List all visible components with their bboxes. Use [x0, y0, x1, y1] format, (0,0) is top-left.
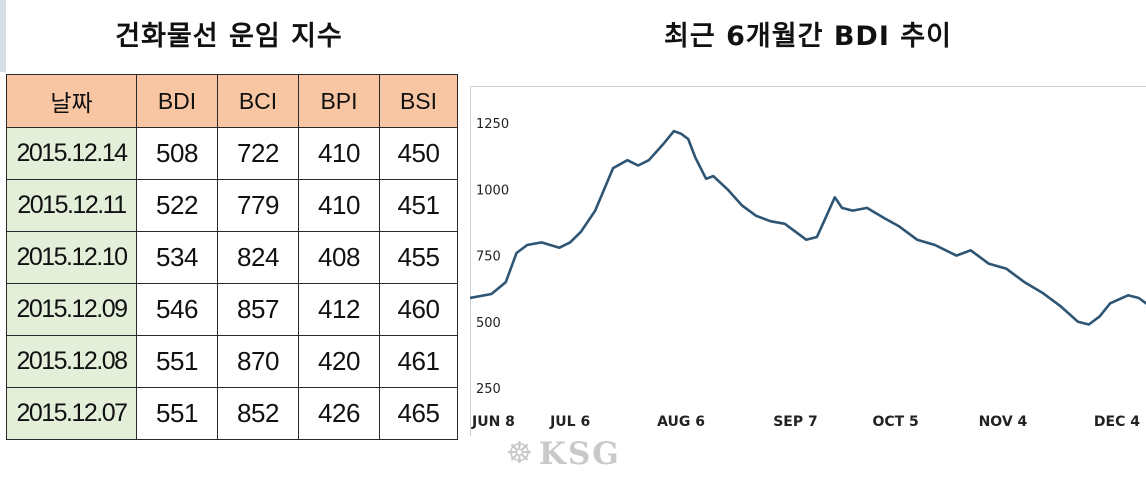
chart-frame — [470, 86, 1146, 436]
cell-bsi: 465 — [379, 387, 458, 440]
cell-bsi: 450 — [379, 127, 458, 180]
header-date: 날짜 — [6, 74, 137, 128]
x-tick-label: SEP 7 — [773, 414, 818, 430]
cell-bci: 870 — [217, 335, 299, 388]
cell-bdi: 534 — [136, 231, 218, 284]
table-header-row: 날짜 BDI BCI BPI BSI — [6, 74, 458, 128]
cell-date: 2015.12.11 — [6, 179, 137, 232]
cell-bsi: 451 — [379, 179, 458, 232]
table-row: 2015.12.14 508 722 410 450 — [6, 127, 458, 180]
y-tick-label: 250 — [476, 382, 501, 397]
table-row: 2015.12.10 534 824 408 455 — [6, 231, 458, 284]
cell-date: 2015.12.08 — [6, 335, 137, 388]
cell-bpi: 410 — [298, 127, 380, 180]
cell-date: 2015.12.09 — [6, 283, 137, 336]
table-row: 2015.12.11 522 779 410 451 — [6, 179, 458, 232]
cell-bdi: 546 — [136, 283, 218, 336]
x-tick-label: OCT 5 — [872, 414, 918, 430]
cell-bpi: 420 — [298, 335, 380, 388]
cell-bdi: 551 — [136, 387, 218, 440]
left-accent-bar — [0, 0, 6, 72]
header-bsi: BSI — [379, 74, 458, 128]
cell-bdi: 551 — [136, 335, 218, 388]
y-tick-label: 500 — [476, 316, 501, 331]
cell-bci: 824 — [217, 231, 299, 284]
table-title: 건화물선 운임 지수 — [115, 21, 343, 52]
cell-bpi: 408 — [298, 231, 380, 284]
x-tick-label: NOV 4 — [979, 414, 1028, 430]
cell-bsi: 461 — [379, 335, 458, 388]
x-tick-label: AUG 6 — [657, 414, 705, 430]
cell-bsi: 460 — [379, 283, 458, 336]
cell-bsi: 455 — [379, 231, 458, 284]
cell-date: 2015.12.07 — [6, 387, 137, 440]
bdi-series-line — [470, 129, 1146, 326]
cell-bpi: 410 — [298, 179, 380, 232]
cell-bdi: 522 — [136, 179, 218, 232]
header-bpi: BPI — [298, 74, 380, 128]
table-row: 2015.12.09 546 857 412 460 — [6, 283, 458, 336]
cell-bci: 857 — [217, 283, 299, 336]
y-tick-label: 750 — [476, 250, 501, 265]
y-tick-label: 1250 — [476, 117, 509, 132]
x-tick-label: JUL 6 — [549, 414, 590, 430]
chart-title: 최근 6개월간 BDI 추이 — [664, 21, 952, 52]
cell-bci: 852 — [217, 387, 299, 440]
cell-date: 2015.12.10 — [6, 231, 137, 284]
cell-bpi: 426 — [298, 387, 380, 440]
table-row: 2015.12.08 551 870 420 461 — [6, 335, 458, 388]
header-bdi: BDI — [136, 74, 218, 128]
table-row: 2015.12.07 551 852 426 465 — [6, 387, 458, 440]
y-tick-label: 1000 — [476, 183, 509, 198]
cell-bci: 722 — [217, 127, 299, 180]
watermark: ☸ KSG — [506, 434, 621, 474]
x-tick-label: DEC 4 — [1094, 414, 1140, 430]
cell-bpi: 412 — [298, 283, 380, 336]
cell-bdi: 508 — [136, 127, 218, 180]
cell-date: 2015.12.14 — [6, 127, 137, 180]
bdi-line-chart: 250 500 750 1000 1250 JUN 8 JUL 6 AUG 6 SEP 7 OCT… — [470, 117, 1146, 430]
header-bci: BCI — [217, 74, 299, 128]
cell-bci: 779 — [217, 179, 299, 232]
ship-wheel-icon: ☸ — [506, 436, 533, 471]
freight-index-table: 날짜 BDI BCI BPI BSI 2015.12.14 508 722 41… — [6, 74, 458, 440]
watermark-text: KSG — [538, 436, 621, 472]
x-tick-label: JUN 8 — [471, 414, 515, 430]
